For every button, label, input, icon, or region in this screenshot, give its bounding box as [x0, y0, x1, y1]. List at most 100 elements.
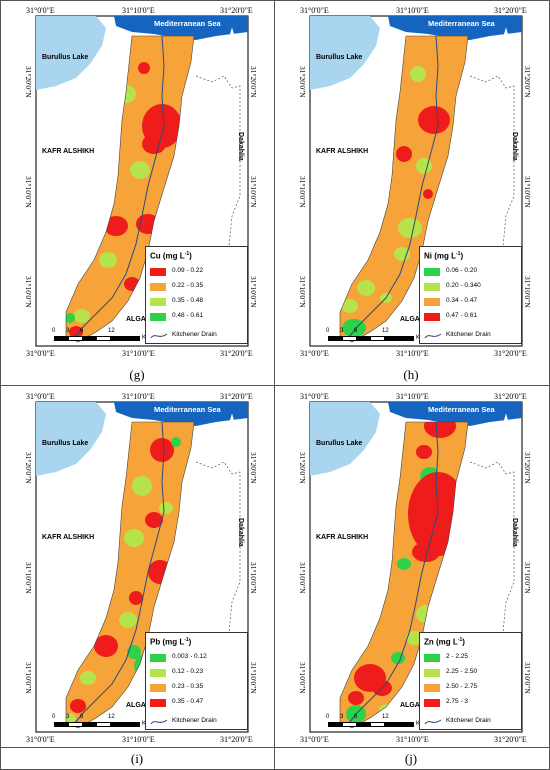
legend-drain-row: Kitchener Drain	[424, 717, 520, 727]
lon-label-mid: 31°10'0"E	[396, 6, 429, 15]
map-panel-j: 31°0'0"E 31°10'0"E 31°20'0"E 31°0'0"E 31°10'…	[286, 392, 536, 760]
lat-label-top-right: 31°20'0"N	[523, 66, 532, 98]
legend-title-exponent: -1	[184, 251, 190, 257]
legend-class-label: 0.003 - 0.12	[172, 653, 207, 660]
concentration-zone	[69, 326, 83, 338]
legend-class-label: 0.23 - 0.35	[172, 683, 204, 690]
legend-class-row: 2 - 2.25	[424, 653, 520, 664]
sea-area	[388, 402, 522, 426]
concentration-zone	[80, 671, 96, 685]
lake-area	[36, 16, 106, 90]
concentration-zone	[129, 591, 143, 605]
lat-label-mid-left: 31°10'0"N	[298, 562, 307, 594]
lake-area	[310, 16, 380, 90]
scale-segment	[384, 336, 414, 341]
concentration-zone	[412, 542, 440, 562]
lon-label-left: 31°0'0"E	[300, 6, 329, 15]
drain-line-icon	[150, 719, 168, 725]
legend-title: Ni (mg L-1)	[424, 251, 463, 261]
north-arrow-icon	[227, 413, 237, 433]
scale-tick-label: 3	[66, 328, 70, 334]
lat-label-top-left: 31°20'0"N	[298, 66, 307, 98]
legend-class-row: 0.06 - 0.20	[424, 267, 520, 278]
legend-swatch	[150, 654, 166, 662]
north-arrow-icon	[227, 27, 237, 47]
concentration-zone	[418, 106, 450, 134]
lon-label-left-bottom: 31°0'0"E	[300, 349, 329, 358]
lake-area	[310, 402, 380, 476]
legend-drain-row: Kitchener Drain	[150, 331, 246, 341]
sea-area	[114, 16, 248, 40]
lat-label-mid-right: 31°10'0"N	[523, 562, 532, 594]
lon-label-left-bottom: 31°0'0"E	[26, 735, 55, 744]
map-panel-g: 31°0'0"E 31°10'0"E 31°20'0"E 31°0'0"E 31°10'…	[12, 6, 262, 374]
lat-label-bottom-left: 31°10'0"N	[298, 276, 307, 308]
concentration-zone	[70, 699, 86, 713]
scale-tick-label: 12	[382, 714, 389, 720]
lon-label-mid: 31°10'0"E	[122, 392, 155, 401]
legend-class-row: 0.34 - 0.47	[424, 297, 520, 308]
legend-class-row: 0.22 - 0.35	[150, 282, 246, 293]
scale-tick-label: 6	[80, 714, 84, 720]
legend-class-label: 0.09 - 0.22	[172, 267, 204, 274]
drain-line-icon	[424, 719, 442, 725]
concentration-zone	[130, 161, 150, 179]
legend-class-label: 0.47 - 0.61	[446, 312, 478, 319]
lat-label-top-right: 31°20'0"N	[249, 452, 258, 484]
map-svg-j	[309, 401, 523, 733]
concentration-zone	[74, 309, 90, 323]
lon-label-right: 31°20'0"E	[220, 6, 253, 15]
dakahlia-label: Dakahlia	[511, 132, 518, 161]
lat-label-top-right: 31°20'0"N	[523, 452, 532, 484]
kafr-label: KAFR ALSHIKH	[316, 534, 369, 541]
legend-drain-row: Kitchener Drain	[424, 331, 520, 341]
lon-label-mid-bottom: 31°10'0"E	[396, 735, 429, 744]
legend-drain-label: Kitchener Drain	[446, 717, 491, 724]
legend-class-label: 0.20 - 0.340	[446, 282, 481, 289]
legend-swatch	[424, 684, 440, 692]
legend-title-text: Cu (mg L	[150, 251, 185, 261]
legend-class-label: 0.34 - 0.47	[446, 297, 478, 304]
lat-label-mid-left: 31°10'0"N	[298, 176, 307, 208]
lon-label-mid: 31°10'0"E	[396, 392, 429, 401]
concentration-zone	[66, 713, 76, 723]
dakahlia-label: Dakahlia	[511, 518, 518, 547]
concentration-zone	[397, 558, 411, 570]
legend-class-row: 0.20 - 0.340	[424, 282, 520, 293]
lat-label-mid-right: 31°10'0"N	[249, 562, 258, 594]
scale-segment	[110, 336, 140, 341]
legend-swatch	[150, 313, 166, 321]
kafr-label: KAFR ALSHIKH	[316, 148, 369, 155]
concentration-zone	[394, 583, 418, 601]
sea-label: Mediterranean Sea	[154, 19, 221, 28]
legend-class-label: 2.25 - 2.50	[446, 668, 478, 675]
legend-swatch	[424, 298, 440, 306]
concentration-zone	[132, 476, 152, 496]
concentration-zone	[66, 313, 75, 323]
legend-swatch	[424, 313, 440, 321]
scale-bar: 03612KM	[326, 328, 425, 348]
lat-label-bottom-right: 31°10'0"N	[249, 662, 258, 694]
legend-class-label: 0.48 - 0.61	[172, 312, 204, 319]
lat-label-bottom-left: 31°10'0"N	[24, 662, 33, 694]
legend-class-row: 0.35 - 0.48	[150, 297, 246, 308]
concentration-zone	[416, 158, 432, 174]
lake-label: Burullus Lake	[42, 440, 89, 447]
legend-swatch	[150, 669, 166, 677]
caption-j: (j)	[404, 751, 418, 766]
sea-area	[114, 402, 248, 426]
lon-label-right-bottom: 31°20'0"E	[494, 349, 527, 358]
legend-class-row: 2.50 - 2.75	[424, 683, 520, 694]
legend-class-label: 2.50 - 2.75	[446, 683, 478, 690]
lat-label-mid-left: 31°10'0"N	[24, 176, 33, 208]
concentration-zone	[99, 252, 117, 268]
lake-label: Burullus Lake	[42, 54, 89, 61]
scale-tick-label: 0	[326, 328, 330, 334]
concentration-zone	[348, 691, 364, 705]
lon-label-mid-bottom: 31°10'0"E	[122, 735, 155, 744]
concentration-zone	[342, 299, 358, 313]
scale-segment	[110, 722, 140, 727]
legend-swatch	[424, 699, 440, 707]
scale-tick-label: 12	[108, 714, 115, 720]
legend-class-row: 0.47 - 0.61	[424, 312, 520, 323]
